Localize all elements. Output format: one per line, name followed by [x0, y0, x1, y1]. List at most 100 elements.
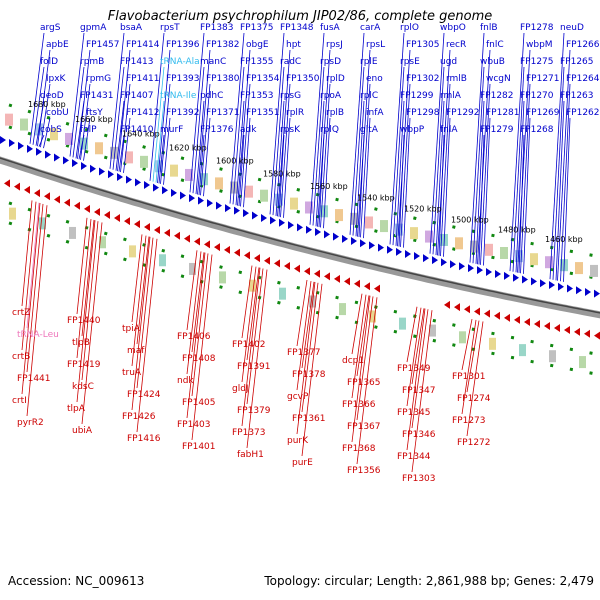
- forward-gene-leader: [557, 49, 571, 281]
- reverse-gene-leader: [296, 281, 316, 435]
- forward-gene-label: FP1262: [566, 108, 600, 118]
- reverse-gene-leader: [81, 222, 103, 425]
- reverse-gene-label: FP1377: [287, 348, 321, 358]
- forward-gene-label: FP1270: [520, 91, 554, 101]
- forward-gene-arrow: [513, 273, 519, 282]
- reverse-gene-label: FP1408: [182, 354, 216, 364]
- forward-gene-label: tRNA-Ile: [160, 91, 197, 101]
- forward-gene-label: rplB: [326, 108, 344, 118]
- reverse-gene-leader: [26, 205, 48, 417]
- forward-gene-arrow: [594, 289, 600, 298]
- feature-block: [530, 253, 538, 266]
- forward-gene-label: FP1376: [200, 125, 234, 135]
- reverse-gene-label: crtZ: [12, 308, 30, 318]
- forward-gene-leader: [29, 32, 45, 144]
- forward-gene-label: FP1282: [480, 91, 514, 101]
- reverse-gene-arrow: [194, 237, 200, 246]
- forward-gene-label: FP1411: [126, 74, 160, 84]
- reverse-gene-label: kdsC: [72, 382, 94, 392]
- reverse-gene-leader: [461, 319, 477, 415]
- forward-gene-leader: [478, 134, 485, 265]
- feature-block: [369, 310, 376, 323]
- forward-gene-label: FP1431: [80, 91, 114, 101]
- forward-gene-label: FP1292: [446, 108, 480, 118]
- forward-gene-label: FP1350: [286, 74, 320, 84]
- forward-gene-label: fnlB: [480, 23, 498, 33]
- reverse-gene-label: gldJ: [232, 384, 249, 394]
- forward-gene-leader: [435, 100, 445, 256]
- forward-gene-leader: [320, 83, 331, 228]
- reverse-gene-leader: [81, 221, 99, 381]
- reverse-gene-leader: [241, 266, 257, 383]
- forward-gene-arrow: [414, 252, 420, 261]
- reverse-gene-label: purK: [287, 436, 309, 446]
- forward-gene-label: gpmA: [80, 23, 107, 33]
- reverse-gene-leader: [356, 296, 374, 421]
- forward-gene-label: lpxK: [46, 74, 67, 84]
- forward-gene-label: FP1413: [120, 57, 154, 67]
- reverse-gene-leader: [466, 320, 480, 393]
- forward-gene-label: radC: [280, 57, 301, 67]
- forward-gene-label: FP1263: [560, 91, 594, 101]
- forward-gene-leader: [563, 117, 571, 282]
- forward-gene-label: rpmG: [86, 74, 111, 84]
- reverse-gene-label: FP1406: [177, 332, 211, 342]
- forward-gene-leader: [432, 66, 445, 255]
- forward-gene-leader: [517, 49, 531, 273]
- reverse-gene-arrow: [24, 185, 30, 194]
- forward-gene-leader: [80, 83, 91, 160]
- reverse-gene-arrow: [274, 259, 280, 268]
- reverse-gene-arrow: [154, 225, 160, 234]
- reverse-gene-label: FP1347: [402, 386, 436, 396]
- forward-gene-label: FP1354: [246, 74, 280, 84]
- forward-gene-label: apbE: [46, 40, 69, 50]
- feature-block: [245, 185, 253, 198]
- forward-gene-leader: [69, 32, 85, 157]
- feature-block: [399, 317, 406, 330]
- forward-gene-leader: [35, 100, 45, 146]
- reverse-gene-arrow: [174, 231, 180, 240]
- forward-gene-arrow: [459, 262, 465, 271]
- reverse-gene-label: FP1405: [182, 398, 216, 408]
- reverse-gene-leader: [191, 252, 205, 353]
- forward-gene-label: infA: [366, 108, 384, 118]
- forward-gene-arrow: [405, 249, 411, 258]
- forward-gene-leader: [349, 32, 365, 235]
- reverse-gene-label: FP1424: [127, 390, 161, 400]
- scale-label: 1680 kbp: [28, 100, 66, 109]
- reverse-gene-label: gcvP: [287, 392, 309, 402]
- reverse-gene-label: FP1379: [237, 406, 271, 416]
- genome-stats-label: Topology: circular; Length: 2,861,988 bp…: [264, 574, 594, 588]
- forward-gene-label: fusA: [320, 23, 341, 33]
- reverse-gene-label: FP1272: [457, 438, 491, 448]
- forward-gene-arrow: [297, 223, 303, 232]
- forward-gene-label: FP1375: [240, 23, 274, 33]
- forward-gene-label: fnlC: [486, 40, 504, 50]
- forward-gene-leader: [309, 32, 325, 225]
- feature-block: [80, 137, 88, 150]
- forward-gene-arrow: [477, 266, 483, 275]
- forward-gene-leader: [477, 49, 491, 265]
- reverse-gene-arrow: [224, 245, 230, 254]
- forward-gene-arrow: [396, 247, 402, 256]
- forward-gene-leader: [283, 117, 291, 218]
- feature-block: [170, 164, 178, 177]
- forward-gene-label: FP1383: [200, 23, 234, 33]
- forward-gene-leader: [358, 134, 365, 238]
- forward-gene-label: folD: [40, 57, 58, 67]
- forward-gene-leader: [269, 32, 285, 215]
- reverse-gene-leader: [301, 283, 323, 457]
- reverse-gene-leader: [136, 236, 150, 345]
- reverse-gene-arrow: [94, 207, 100, 216]
- forward-gene-label: rpoA: [320, 91, 342, 101]
- forward-gene-arrow: [360, 239, 366, 248]
- reverse-gene-label: FP1403: [177, 420, 211, 430]
- reverse-gene-arrow: [564, 325, 570, 334]
- forward-gene-arrow: [0, 136, 6, 144]
- reverse-gene-leader: [76, 217, 88, 315]
- forward-gene-label: FP1410: [120, 125, 154, 135]
- forward-gene-arrow: [198, 196, 204, 205]
- forward-gene-leader: [323, 117, 331, 229]
- reverse-gene-arrow: [64, 198, 70, 207]
- forward-gene-leader: [40, 83, 51, 148]
